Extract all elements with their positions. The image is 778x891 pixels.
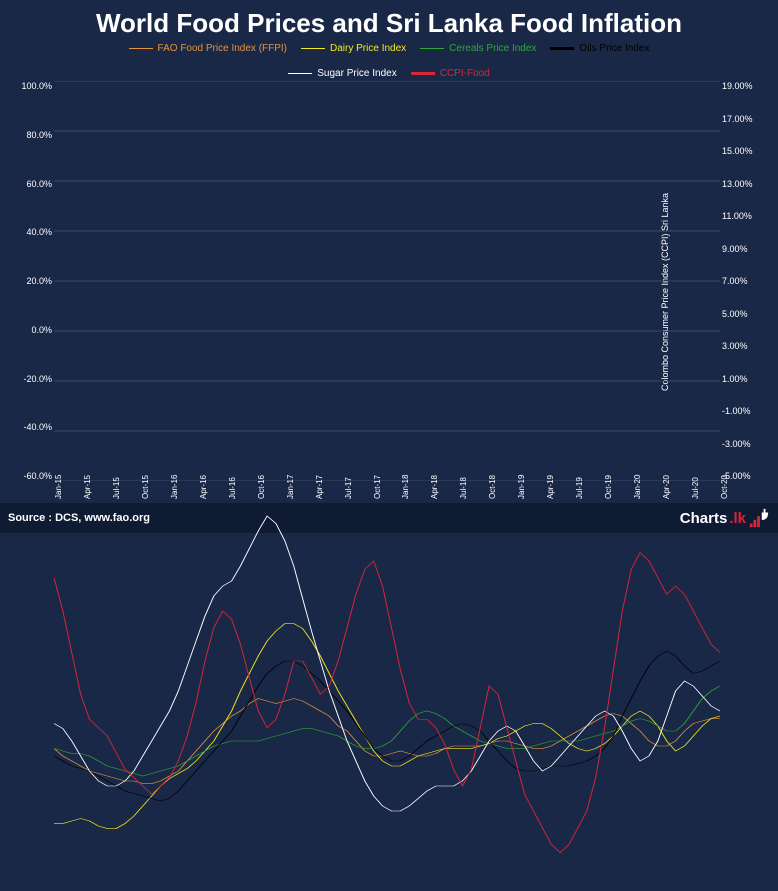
legend-item: Sugar Price Index [288, 68, 397, 79]
data-lines [54, 486, 720, 886]
x-tick: Jan-18 [401, 475, 410, 499]
series-sugar [54, 516, 720, 811]
legend-label: Cereals Price Index [449, 43, 536, 54]
x-tick: Apr-16 [199, 475, 208, 499]
x-tick: Jul-17 [344, 477, 353, 499]
y-tick-right: 3.00% [722, 341, 770, 351]
legend-label: Dairy Price Index [330, 43, 406, 54]
x-tick: Jul-18 [459, 477, 468, 499]
x-tick: Jul-15 [112, 477, 121, 499]
chart-area: 100.0%80.0%60.0%40.0%20.0%0.0%-20.0%-40.… [54, 81, 720, 503]
y-tick-left: 40.0% [8, 227, 52, 237]
x-tick: Apr-19 [546, 475, 555, 499]
y-axis-right: 19.00% 17.00% 15.00% 13.00% 11.00% 9.00% 7.00%… [722, 81, 770, 481]
y-tick-left: -20.0% [8, 374, 52, 384]
y-tick-left: 60.0% [8, 179, 52, 189]
y-tick-left: 20.0% [8, 276, 52, 286]
legend-label: FAO Food Price Index (FFPI) [158, 43, 287, 54]
x-tick: Apr-18 [430, 475, 439, 499]
legend-swatch [550, 47, 574, 50]
y-tick-left: -40.0% [8, 422, 52, 432]
x-tick: Oct-20 [720, 475, 729, 499]
legend-item: Cereals Price Index [420, 43, 536, 54]
y-tick-left: 80.0% [8, 130, 52, 140]
series-ccpi [54, 553, 720, 853]
x-tick: Jan-17 [286, 475, 295, 499]
legend-label: Oils Price Index [579, 43, 649, 54]
legend-item: Oils Price Index [550, 43, 649, 54]
series-dairy [54, 624, 720, 829]
legend-label: CCPI-Food [440, 68, 490, 79]
x-tick: Apr-20 [662, 475, 671, 499]
x-tick: Jan-19 [517, 475, 526, 499]
x-tick: Jul-20 [691, 477, 700, 499]
x-tick: Apr-17 [315, 475, 324, 499]
y-tick-right: -3.00% [722, 439, 770, 449]
x-tick: Apr-15 [83, 475, 92, 499]
x-tick: Jul-19 [575, 477, 584, 499]
legend-swatch [301, 48, 325, 50]
brand-suffix: .lk [729, 510, 746, 527]
y-tick-right: 13.00% [722, 179, 770, 189]
y-tick-right: 7.00% [722, 276, 770, 286]
y-tick-right: 5.00% [722, 309, 770, 319]
legend-swatch [288, 73, 312, 75]
y-tick-right: 1.00% [722, 374, 770, 384]
legend-item: FAO Food Price Index (FFPI) [129, 43, 287, 54]
x-tick: Jan-20 [633, 475, 642, 499]
y-tick-right: 19.00% [722, 81, 770, 91]
y-tick-left: 100.0% [8, 81, 52, 91]
x-tick: Jan-15 [54, 475, 63, 499]
x-tick: Jul-16 [228, 477, 237, 499]
x-tick: Jan-16 [170, 475, 179, 499]
chart-title: World Food Prices and Sri Lanka Food Inf… [8, 8, 770, 39]
gridlines [54, 81, 720, 481]
y-tick-right: 15.00% [722, 146, 770, 156]
y-axis-left: 100.0% 80.0% 60.0% 40.0% 20.0% 0.0% -20.0% -40.… [8, 81, 52, 481]
legend: FAO Food Price Index (FFPI) Dairy Price I… [8, 43, 770, 79]
x-tick: Oct-18 [488, 475, 497, 499]
legend-swatch [129, 48, 153, 50]
y-tick-left: -60.0% [8, 471, 52, 481]
y-tick-right: 9.00% [722, 244, 770, 254]
y-tick-left: 0.0% [8, 325, 52, 335]
y-tick-right: -1.00% [722, 406, 770, 416]
legend-swatch [420, 48, 444, 50]
plot-area [54, 81, 720, 481]
series-oils [54, 651, 720, 801]
y-tick-right: -5.00% [722, 471, 770, 481]
x-tick: Oct-16 [257, 475, 266, 499]
legend-label: Sugar Price Index [317, 68, 397, 79]
legend-item: CCPI-Food [411, 68, 490, 79]
x-tick: Oct-15 [141, 475, 150, 499]
x-axis: Jan-15Apr-15Jul-15Oct-15Jan-16Apr-16Jul-… [54, 481, 720, 503]
legend-swatch [411, 72, 435, 75]
legend-item: Dairy Price Index [301, 43, 406, 54]
series-ffpi [54, 699, 720, 784]
y-tick-right: 11.00% [722, 211, 770, 221]
series-cereals [54, 686, 720, 776]
x-tick: Oct-17 [373, 475, 382, 499]
y-tick-right: 17.00% [722, 114, 770, 124]
thumbs-up-icon [748, 507, 770, 529]
x-tick: Oct-19 [604, 475, 613, 499]
